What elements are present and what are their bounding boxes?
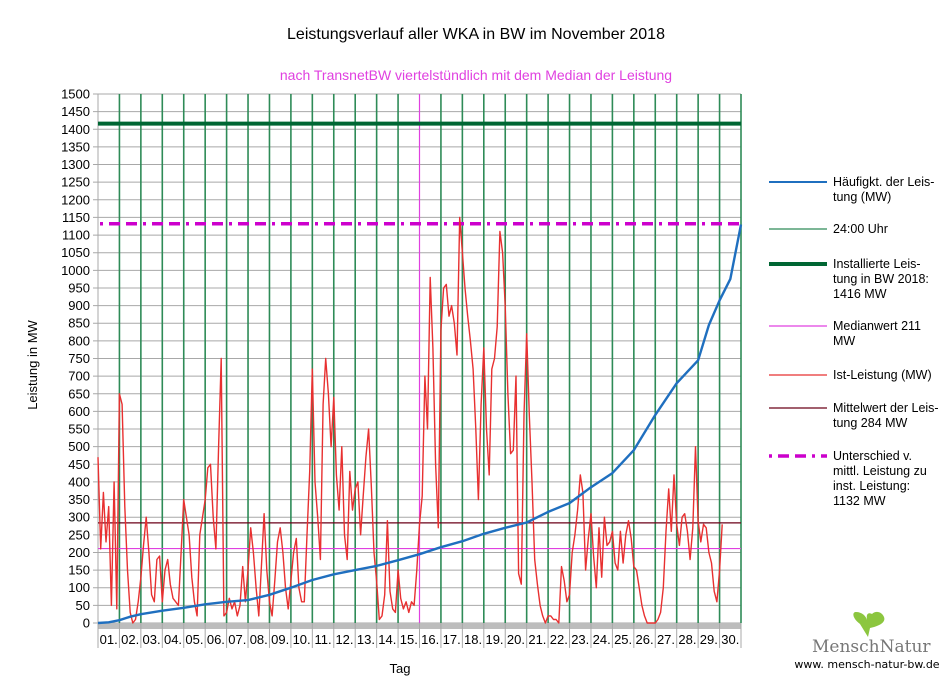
chart-title: Leistungsverlauf aller WKA in BW im Nove… [287, 26, 665, 43]
legend-label: Ist-Leistung (MW) [833, 368, 932, 382]
ist-leistung-line [97, 216, 723, 624]
logo-text: MenschNatur [812, 637, 931, 657]
y-tick-label: 1150 [62, 210, 90, 225]
x-tick-label: 19. [485, 632, 503, 647]
x-tick-label: 26. [636, 632, 654, 647]
y-tick-label: 1450 [61, 104, 90, 119]
y-axis-ticks: 0 50 100 150 200 250 300 350 400 450 500 550 600 650 7… [61, 87, 90, 631]
x-tick-label: 29. [700, 632, 718, 647]
x-tick-label: 01. [100, 632, 118, 647]
x-tick-label: 09. [271, 632, 289, 647]
x-tick-label: 05. [185, 632, 203, 647]
y-tick-label: 1250 [61, 175, 90, 190]
x-tick-label: 28. [678, 632, 696, 647]
y-tick-label: 850 [68, 316, 90, 331]
legend-label: inst. Leistung: [833, 479, 910, 493]
legend-label: MW [833, 334, 855, 348]
x-tick-label: 30. [721, 632, 739, 647]
legend-label: Installierte Leis- [833, 257, 921, 271]
legend-label: tung in BW 2018: [833, 272, 929, 286]
y-tick-label: 650 [68, 386, 90, 401]
x-tick-label: 24. [593, 632, 611, 647]
x-tick-label: 06. [207, 632, 225, 647]
y-tick-label: 550 [68, 422, 90, 437]
y-tick-label: 1400 [61, 122, 90, 137]
y-tick-label: 950 [68, 280, 90, 295]
y-tick-label: 1200 [61, 192, 90, 207]
y-tick-label: 1100 [62, 228, 90, 243]
x-tick-label: 04. [164, 632, 182, 647]
ginkgo-leaf-icon [853, 611, 885, 637]
x-tick-label: 15. [400, 632, 418, 647]
y-tick-label: 100 [68, 580, 90, 595]
x-axis-ticks: 01. 02. 03. 04. 05. 06. 07. 08. 09. 10. 11. 12. 13. 1… [97, 623, 742, 648]
y-tick-label: 350 [68, 492, 90, 507]
y-tick-label: 800 [68, 333, 90, 348]
legend-label: 24:00 Uhr [833, 222, 888, 236]
y-tick-label: 400 [68, 474, 90, 489]
x-tick-label: 21. [528, 632, 546, 647]
y-tick-label: 500 [68, 439, 90, 454]
legend-label: Häufigkt. der Leis- [833, 175, 934, 189]
x-tick-label: 14. [378, 632, 396, 647]
y-tick-label: 1300 [61, 157, 90, 172]
legend-label: tung (MW) [833, 190, 891, 204]
y-tick-label: 1500 [61, 87, 90, 102]
y-tick-label: 1050 [61, 245, 90, 260]
y-tick-label: 150 [68, 563, 90, 578]
x-tick-label: 18. [464, 632, 482, 647]
brand-logo: MenschNatur www. mensch-natur-bw.de [794, 611, 940, 671]
x-tick-label: 16. [421, 632, 439, 647]
x-tick-label: 02. [121, 632, 139, 647]
y-tick-label: 700 [68, 369, 90, 384]
y-tick-label: 900 [68, 298, 90, 313]
series-layer [97, 121, 743, 625]
y-tick-label: 300 [68, 510, 90, 525]
legend-label: 1132 MW [833, 494, 886, 508]
y-tick-label: 1350 [61, 139, 90, 154]
x-tick-label: 20. [507, 632, 525, 647]
x-tick-label: 25. [614, 632, 632, 647]
y-tick-label: 250 [68, 527, 90, 542]
x-tick-label: 12. [335, 632, 353, 647]
x-tick-label: 07. [228, 632, 246, 647]
grid [93, 93, 741, 624]
x-tick-label: 17. [443, 632, 461, 647]
haeufigkeit-line [97, 224, 743, 625]
legend: Häufigkt. der Leis-tung (MW) 24:00 Uhr Ins… [769, 175, 939, 508]
x-tick-label: 11. [314, 632, 331, 647]
website-url: www. mensch-natur-bw.de [794, 658, 939, 671]
x-tick-label: 08. [250, 632, 268, 647]
legend-label: tung 284 MW [833, 416, 908, 430]
y-tick-label: 200 [68, 545, 90, 560]
x-tick-label: 27. [657, 632, 675, 647]
y-tick-label: 450 [68, 457, 90, 472]
y-tick-label: 0 [83, 616, 90, 631]
legend-label: Medianwert 211 [833, 319, 921, 333]
legend-label: Mittelwert der Leis- [833, 401, 939, 415]
x-tick-label: 03. [143, 632, 161, 647]
legend-label: mittl. Leistung zu [833, 464, 927, 478]
legend-label: 1416 MW [833, 287, 887, 301]
y-tick-label: 1000 [61, 263, 90, 278]
x-tick-label: 13. [357, 632, 375, 647]
x-axis-label: Tag [390, 661, 411, 676]
x-tick-label: 23. [571, 632, 589, 647]
y-tick-label: 600 [68, 404, 90, 419]
chart-subtitle: nach TransnetBW viertelstündlich mit dem… [280, 67, 672, 83]
y-tick-label: 50 [76, 598, 90, 613]
x-tick-label: 22. [550, 632, 568, 647]
y-tick-label: 750 [68, 351, 90, 366]
legend-label: Unterschied v. [833, 449, 912, 463]
y-axis-label: Leistung in MW [25, 319, 40, 409]
x-tick-label: 10. [293, 632, 311, 647]
